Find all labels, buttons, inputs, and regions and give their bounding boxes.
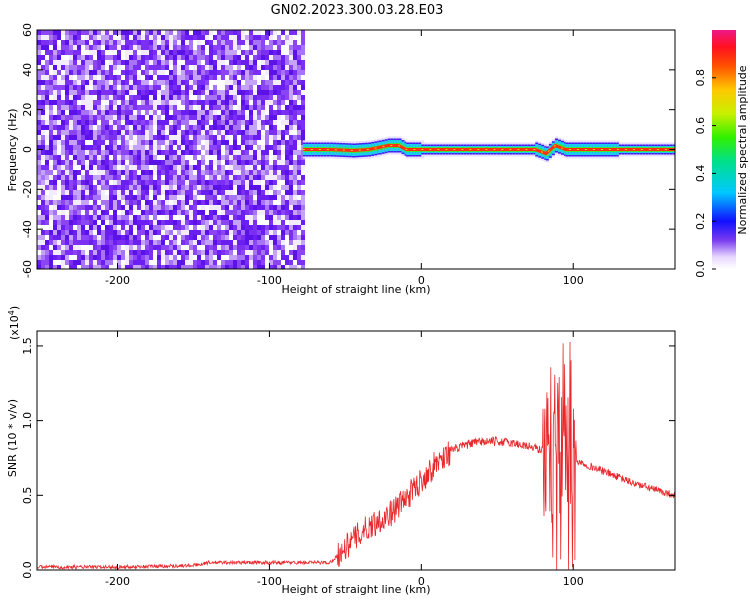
- colorbar-tick-label: 0.2: [694, 212, 707, 230]
- snr-series-line: [37, 341, 675, 570]
- colorbar-tick-label: 0.4: [694, 165, 707, 183]
- spectrogram-y-tick-label: 60: [21, 23, 34, 37]
- figure-title: GN02.2023.300.03.28.E03: [271, 3, 444, 18]
- snr-plot-area: [37, 341, 675, 570]
- colorbar-tick-label: 0.0: [694, 260, 707, 278]
- snr-x-ticks: -200 -100 0 100: [105, 331, 584, 588]
- snr-x-tick-label: 100: [563, 575, 584, 588]
- spectrogram-x-label: Height of straight line (km): [281, 283, 430, 296]
- spectrogram-x-ticks: -200 -100 0 100: [105, 30, 584, 287]
- snr-y-tick-label: 1.0: [21, 412, 34, 430]
- colorbar: 0.0 0.2 0.4 0.6 0.8 Normalized spectral ampl…: [694, 30, 749, 278]
- snr-panel: -200 -100 0 100 0.0 0.5 1.0 1.5 Height of stra…: [6, 306, 676, 596]
- spectrogram-plot-area: [37, 30, 675, 269]
- snr-x-tick-label: 0: [418, 575, 425, 588]
- spectrogram-y-tick-label: 20: [21, 103, 34, 117]
- spectrogram-x-tick-label: -100: [257, 274, 282, 287]
- spectrogram-y-tick-label: 40: [21, 63, 34, 77]
- colorbar-tick-label: 0.8: [694, 69, 707, 87]
- colorbar-gradient: [712, 30, 736, 269]
- signal-track-highlight: [302, 144, 675, 155]
- spectrogram-y-tick-label: -40: [21, 220, 34, 238]
- noise-speckle: [37, 30, 305, 269]
- snr-y-tick-label: 0.5: [21, 487, 34, 505]
- snr-x-tick-label: -100: [257, 575, 282, 588]
- spectrogram-y-tick-label: -60: [21, 260, 34, 278]
- colorbar-label: Normalized spectral amplitude: [736, 65, 749, 234]
- spectrogram-x-tick-label: 100: [563, 274, 584, 287]
- snr-frame: [36, 330, 676, 571]
- spectrogram-y-tick-label: -20: [21, 180, 34, 198]
- spectrogram-y-tick-label: 0: [21, 146, 34, 153]
- snr-scale-label: (x104): [7, 306, 22, 340]
- colorbar-ticks: 0.0 0.2 0.4 0.6 0.8: [694, 69, 716, 278]
- colorbar-tick-label: 0.6: [694, 117, 707, 135]
- snr-y-tick-label: 1.5: [21, 337, 34, 355]
- spectrogram-x-tick-label: -200: [105, 274, 130, 287]
- spectrogram-y-ticks: -60 -40 -20 0 20 40 60: [21, 23, 675, 278]
- snr-x-label: Height of straight line (km): [281, 583, 430, 596]
- spectrogram-y-label: Frequency (Hz): [6, 109, 19, 192]
- snr-y-tick-label: 0.0: [21, 561, 34, 579]
- snr-y-label: SNR (10 * v/v): [6, 399, 19, 477]
- snr-y-ticks: 0.0 0.5 1.0 1.5: [21, 337, 675, 579]
- spectrogram-x-tick-label: 0: [418, 274, 425, 287]
- snr-x-tick-label: -200: [105, 575, 130, 588]
